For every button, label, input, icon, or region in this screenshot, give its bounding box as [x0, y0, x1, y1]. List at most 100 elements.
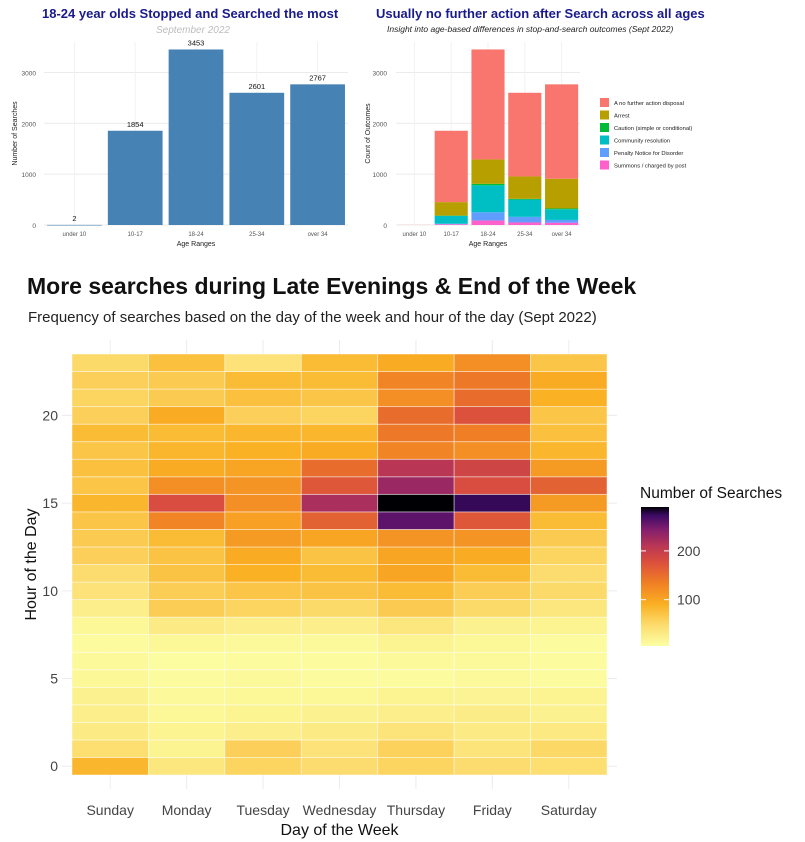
chart3-heatmap-cell: [530, 353, 608, 372]
chart3-xtick-label: Thursday: [387, 802, 445, 818]
chart2-bar-segment: [471, 183, 505, 186]
chart2-ytick-label: 2000: [373, 121, 388, 128]
chart3-heatmap-cell: [300, 388, 379, 408]
chart1-bar-chart: 0 1000 2000 3000 2 under 10 1854 10-17 3453 18-24…: [12, 38, 348, 248]
chart3-heatmap-cell: [377, 458, 455, 478]
chart3-heatmap-cell: [453, 757, 531, 776]
chart3-heatmap-cell: [148, 757, 226, 776]
chart3-heatmap-cell: [224, 564, 302, 583]
chart3-heatmap-cell: [453, 634, 531, 653]
chart1-bar: [290, 84, 345, 225]
chart3-heatmap-cell: [377, 511, 455, 530]
chart3-heatmap-cell: [377, 529, 455, 548]
chart3-xtick-label: Friday: [473, 802, 512, 818]
chart2-legend-label: Summons / charged by post: [614, 164, 687, 170]
chart2-ytick-label: 0: [383, 223, 387, 230]
chart3-heatmap-cell: [300, 423, 379, 443]
chart3-ytick-label: 10: [42, 583, 58, 599]
chart3-heatmap-cell: [530, 757, 608, 776]
chart1-x-axis-label: Age Ranges: [177, 241, 216, 248]
chart3-heatmap-cell: [377, 546, 455, 565]
chart3-heatmap-cell: [71, 371, 149, 390]
chart3-heatmap-cell: [530, 423, 608, 443]
chart3-legend-tick-label: 200: [677, 543, 701, 559]
chart3-heatmap-cell: [453, 458, 531, 478]
chart2-xtick-label: 10-17: [444, 232, 460, 238]
chart3-heatmap-cell: [300, 441, 379, 460]
chart2-bar-segment: [545, 219, 579, 223]
chart3-heatmap-cell: [530, 458, 608, 478]
chart3-heatmap-cell: [453, 406, 531, 425]
chart2-bar-segment: [471, 185, 505, 213]
chart1-data-label: 3453: [188, 38, 205, 47]
chart3-heatmap-cell: [300, 669, 379, 688]
chart3-y-axis-label: Hour of the Day: [23, 508, 40, 620]
chart3-heatmap-cell: [148, 423, 226, 443]
chart3-heatmap-cell: [300, 353, 379, 372]
chart3-heatmap-cell: [224, 581, 302, 600]
chart3-heatmap-cell: [300, 599, 379, 618]
chart2-bar-segment: [434, 130, 468, 203]
chart3-title: More searches during Late Evenings & End…: [27, 273, 637, 299]
chart3-heatmap-cell: [148, 651, 226, 671]
chart3-heatmap-cell: [300, 739, 379, 758]
chart1-ytick-label: 0: [32, 223, 36, 230]
chart3-heatmap-cell: [224, 634, 302, 653]
chart3-heatmap-cell: [148, 529, 226, 548]
chart3-heatmap-cell: [224, 669, 302, 688]
chart3-heatmap-cell: [71, 388, 149, 408]
chart1-subtitle: September 2022: [156, 25, 230, 36]
chart3-ytick-label: 0: [50, 758, 58, 774]
chart3-heatmap-cell: [71, 353, 149, 372]
chart2-bar-segment: [508, 222, 542, 225]
chart2-legend-swatch: [600, 148, 609, 157]
chart1-xtick-label: 10-17: [128, 232, 144, 238]
chart3-heatmap-cell: [224, 739, 302, 758]
chart2-bar-segment: [545, 208, 579, 210]
chart3-heatmap-cell: [530, 739, 608, 758]
chart3-heatmap-cell: [148, 704, 226, 723]
chart3-heatmap-cell: [71, 406, 149, 425]
chart3-heatmap-cell: [377, 651, 455, 671]
chart2-bar-segment: [545, 222, 579, 225]
chart3-heatmap-cell: [224, 406, 302, 425]
chart2-xtick-label: 25-34: [517, 232, 533, 238]
chart3-heatmap-cell: [224, 423, 302, 443]
chart3-heatmap-cell: [530, 721, 608, 741]
chart3-x-axis-label: Day of the Week: [281, 822, 400, 839]
chart1-xtick-label: over 34: [308, 232, 329, 238]
chart2-subtitle: Insight into age-based differences in st…: [387, 24, 674, 34]
chart3-heatmap-cell: [530, 686, 608, 706]
chart3-heatmap-cell: [453, 616, 531, 636]
chart3-heatmap-cell: [71, 441, 149, 460]
chart3-heatmap-cell: [224, 704, 302, 723]
chart1-xtick-label: 25-34: [249, 232, 265, 238]
chart3-heatmap-cell: [453, 441, 531, 460]
chart3-heatmap-cell: [377, 353, 455, 372]
chart3-heatmap-cell: [377, 686, 455, 706]
chart3-heatmap-cell: [148, 546, 226, 565]
chart2-title: Usually no further action after Search a…: [376, 6, 705, 21]
chart2-legend-label: A no further action disposal: [614, 101, 684, 107]
chart3-heatmap-cell: [300, 581, 379, 600]
chart2-bar-segment: [471, 212, 505, 221]
chart3-heatmap-cell: [453, 704, 531, 723]
chart3-legend-tick-label: 100: [677, 592, 701, 608]
chart3-heatmap-cell: [377, 493, 455, 513]
chart3-heatmap-cell: [224, 476, 302, 495]
chart3-heatmap-cell: [71, 757, 149, 776]
chart3-heatmap-cell: [300, 529, 379, 548]
chart2-stacked-bar-chart: 0 1000 2000 3000 under 10 10-17 18-24 25-34 over…: [365, 42, 692, 248]
chart2-bar-segment: [508, 216, 542, 223]
chart3-heatmap-cell: [224, 511, 302, 530]
chart3-heatmap-cell: [530, 599, 608, 618]
chart3-heatmap-cell: [377, 423, 455, 443]
chart3-heatmap: 0 5 10 15 20 Sunday Monday Tuesday Wednesday Thur…: [23, 340, 782, 839]
chart3-heatmap-cell: [300, 458, 379, 478]
chart3-heatmap-cell: [300, 476, 379, 495]
chart3-heatmap-cell: [377, 721, 455, 741]
chart3-heatmap-cell: [224, 546, 302, 565]
chart3-heatmap-cell: [71, 739, 149, 758]
chart3-heatmap-cell: [300, 651, 379, 671]
chart3-heatmap-cell: [453, 511, 531, 530]
